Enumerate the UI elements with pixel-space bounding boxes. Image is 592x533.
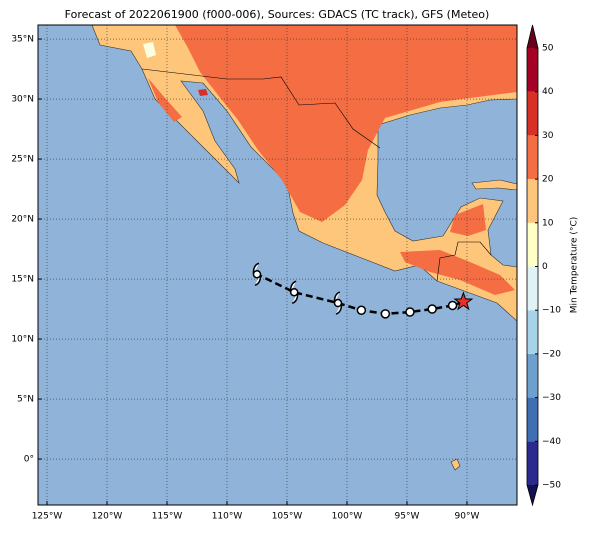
track: [252, 262, 474, 319]
colorbar-tick-label: −10: [542, 306, 561, 316]
colorbar-segment: [527, 91, 538, 136]
land-cool: [143, 42, 156, 58]
border: [141, 68, 381, 149]
track-point: [405, 307, 415, 317]
x-tick-label: 95°W: [395, 512, 420, 522]
x-tick-label: 125°W: [32, 512, 63, 522]
land-warm: [450, 204, 486, 236]
y-tick-label: 10°N: [11, 335, 34, 345]
land-hot: [198, 89, 208, 96]
island: [450, 458, 461, 471]
colorbar-tick-label: −30: [542, 393, 561, 403]
colorbar-tick-label: −40: [542, 437, 561, 447]
colorbar-tick-label: 30: [542, 131, 554, 141]
map-frame: [37, 24, 518, 506]
border: [436, 241, 492, 282]
colorbar-tick-label: 10: [542, 218, 554, 228]
colorbar-tick-label: 0: [542, 262, 548, 272]
track-point: [427, 304, 437, 314]
x-tick-label: 105°W: [272, 512, 303, 522]
colorbar-tick-label: −50: [542, 481, 561, 491]
y-tick-label: 35°N: [11, 35, 34, 45]
cyclone-symbol: [252, 262, 262, 286]
colorbar-segment: [527, 222, 538, 267]
y-tick-label: 20°N: [11, 215, 34, 225]
y-tick-label: 15°N: [11, 275, 34, 285]
colorbar-segment: [527, 397, 538, 442]
chart-title: Forecast of 2022061900 (f000-006), Sourc…: [65, 8, 490, 21]
colorbar-segment: [527, 266, 538, 311]
track-point: [380, 309, 391, 319]
x-tick-label: 100°W: [332, 512, 363, 522]
colorbar-segment: [527, 310, 538, 354]
land-warm: [175, 25, 517, 222]
grid: [38, 25, 517, 505]
cyclone-symbol: [289, 280, 299, 304]
colorbar-segment: [527, 48, 538, 92]
y-tick-label: 25°N: [11, 155, 34, 165]
colorbar-segment: [527, 441, 538, 485]
y-tick-label: 5°N: [17, 395, 34, 405]
colorbar-segment: [527, 135, 538, 180]
x-tick-label: 110°W: [212, 512, 243, 522]
island: [471, 179, 517, 191]
colorbar-tick-label: 40: [542, 87, 554, 97]
colorbar-under: [527, 485, 538, 505]
colorbar-tick-label: 20: [542, 175, 554, 185]
colorbar-over: [527, 25, 538, 48]
colorbar-tick-label: −20: [542, 349, 561, 359]
colorbar-label: Min Temperature (°C): [570, 217, 580, 314]
colorbar-segment: [527, 353, 538, 398]
land-warm: [400, 250, 515, 295]
land-warm: [148, 78, 182, 122]
x-tick-label: 115°W: [152, 512, 183, 522]
y-tick-label: 30°N: [11, 95, 34, 105]
colorbar-segment: [527, 179, 538, 223]
y-tick-label: 0°: [24, 455, 34, 465]
track-point: [447, 300, 458, 311]
x-tick-label: 120°W: [92, 512, 123, 522]
track-point: [356, 305, 367, 315]
cyclone-symbol: [333, 291, 343, 315]
x-tick-label: 90°W: [455, 512, 480, 522]
track-star: [453, 291, 474, 311]
colorbar-tick-label: 50: [542, 44, 554, 54]
